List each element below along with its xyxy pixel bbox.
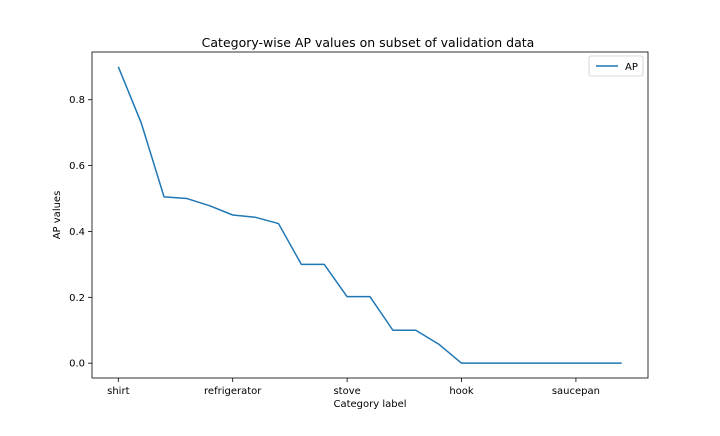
data-point <box>232 214 234 216</box>
series-line-ap <box>117 66 622 364</box>
data-point <box>140 122 142 124</box>
data-point <box>323 264 325 266</box>
data-point <box>529 362 531 364</box>
data-point <box>461 362 463 364</box>
data-point <box>255 217 257 219</box>
y-tick-label: 0.8 <box>69 95 85 106</box>
data-point <box>552 362 554 364</box>
data-point <box>506 362 508 364</box>
y-tick-label: 0.0 <box>69 359 85 370</box>
data-point <box>621 362 623 364</box>
x-axis: shirt refrigerator stove hook saucepan <box>107 378 600 397</box>
y-axis-label: AP values <box>52 191 63 240</box>
data-point <box>575 362 577 364</box>
x-tick-label: hook <box>449 386 474 397</box>
data-point <box>186 198 188 200</box>
data-point <box>209 205 211 207</box>
legend: AP <box>588 55 644 77</box>
y-tick-label: 0.6 <box>69 161 85 172</box>
data-point <box>301 264 303 266</box>
chart-title: Category-wise AP values on subset of val… <box>202 35 535 50</box>
x-axis-label: Category label <box>333 399 406 410</box>
data-point <box>392 329 394 331</box>
x-tick-label: refrigerator <box>204 386 262 397</box>
x-tick-label: stove <box>333 386 360 397</box>
y-tick-label: 0.2 <box>69 293 85 304</box>
y-axis: 0.0 0.2 0.4 0.6 0.8 <box>69 95 92 370</box>
data-point <box>438 343 440 345</box>
plot-area <box>91 51 649 379</box>
data-point <box>278 223 280 225</box>
data-point <box>369 296 371 298</box>
legend-label: AP <box>625 62 638 73</box>
data-point <box>118 66 120 68</box>
data-point <box>484 362 486 364</box>
data-point <box>598 362 600 364</box>
data-point <box>415 329 417 331</box>
data-point <box>163 196 165 198</box>
series-layer <box>117 66 623 364</box>
y-tick-label: 0.4 <box>69 227 85 238</box>
data-point <box>346 296 348 298</box>
x-tick-label: shirt <box>107 386 129 397</box>
x-tick-label: saucepan <box>552 386 600 397</box>
plot-frame <box>91 51 649 379</box>
